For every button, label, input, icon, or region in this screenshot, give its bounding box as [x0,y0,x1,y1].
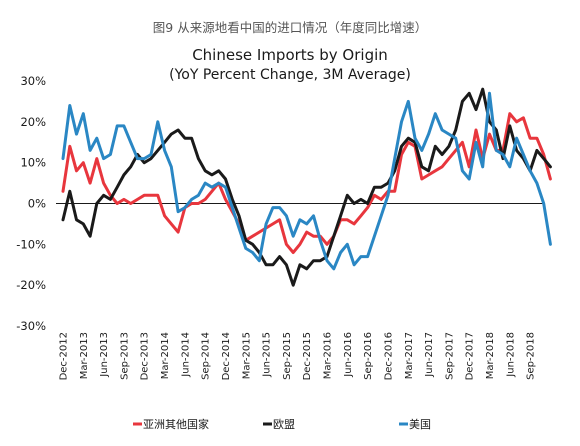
x-tick-label: Dec-2017 [465,332,476,380]
y-tick-label: 10% [20,156,46,170]
x-tick-label: Mar-2015 [241,332,252,379]
legend-label: 美国 [409,418,431,431]
x-tick-label: Mar-2018 [485,332,496,379]
figure-caption: 图9 从来源地看中国的进口情况（年度同比增速） [153,20,427,35]
y-tick-label: 30% [20,74,46,88]
x-tick-label: Dec-2013 [140,332,151,380]
x-tick-label: Jun-2017 [424,332,435,378]
y-tick-label: 20% [20,115,46,129]
x-tick-label: Sep-2014 [201,332,212,380]
x-tick-label: Dec-2014 [221,332,232,380]
legend-label: 亚洲其他国家 [143,417,209,431]
x-tick-label: Sep-2013 [119,332,130,380]
series-line-2 [61,87,552,287]
x-tick-label: Sep-2018 [526,332,537,380]
x-tick-label: Mar-2014 [160,332,171,379]
x-axis-labels: Dec-2012 Mar-2013 Jun-2013 Sep-2013 Dec-2013… [59,332,537,380]
legend: 亚洲其他国家 欧盟 美国 [133,417,431,431]
x-tick-label: Dec-2016 [383,332,394,380]
x-tick-label: Jun-2013 [99,332,110,378]
y-tick-label: -30% [16,319,46,333]
chart-subtitle: (YoY Percent Change, 3M Average) [169,67,411,83]
series-lines [61,87,552,287]
x-tick-label: Mar-2017 [404,332,415,379]
series-line-3 [61,91,552,271]
x-tick-label: Sep-2017 [444,332,455,380]
legend-label: 欧盟 [273,418,295,431]
x-tick-label: Jun-2015 [262,332,273,378]
chart-title: Chinese Imports by Origin [192,46,388,64]
y-axis-labels: 30% 20% 10% 0% -10% -20% -30% [16,74,46,333]
x-tick-label: Mar-2013 [79,332,90,379]
x-tick-label: Sep-2016 [363,332,374,380]
x-tick-label: Jun-2016 [343,332,354,378]
y-tick-label: 0% [28,197,46,211]
x-tick-label: Sep-2015 [282,332,293,380]
x-tick-label: Dec-2015 [302,332,313,380]
x-tick-label: Jun-2014 [180,332,191,378]
y-tick-label: -10% [16,237,46,251]
x-tick-label: Jun-2018 [505,332,516,378]
x-tick-label: Mar-2016 [323,332,334,379]
y-tick-label: -20% [16,278,46,292]
series-line-1 [61,112,552,254]
x-tick-label: Dec-2012 [59,332,70,380]
